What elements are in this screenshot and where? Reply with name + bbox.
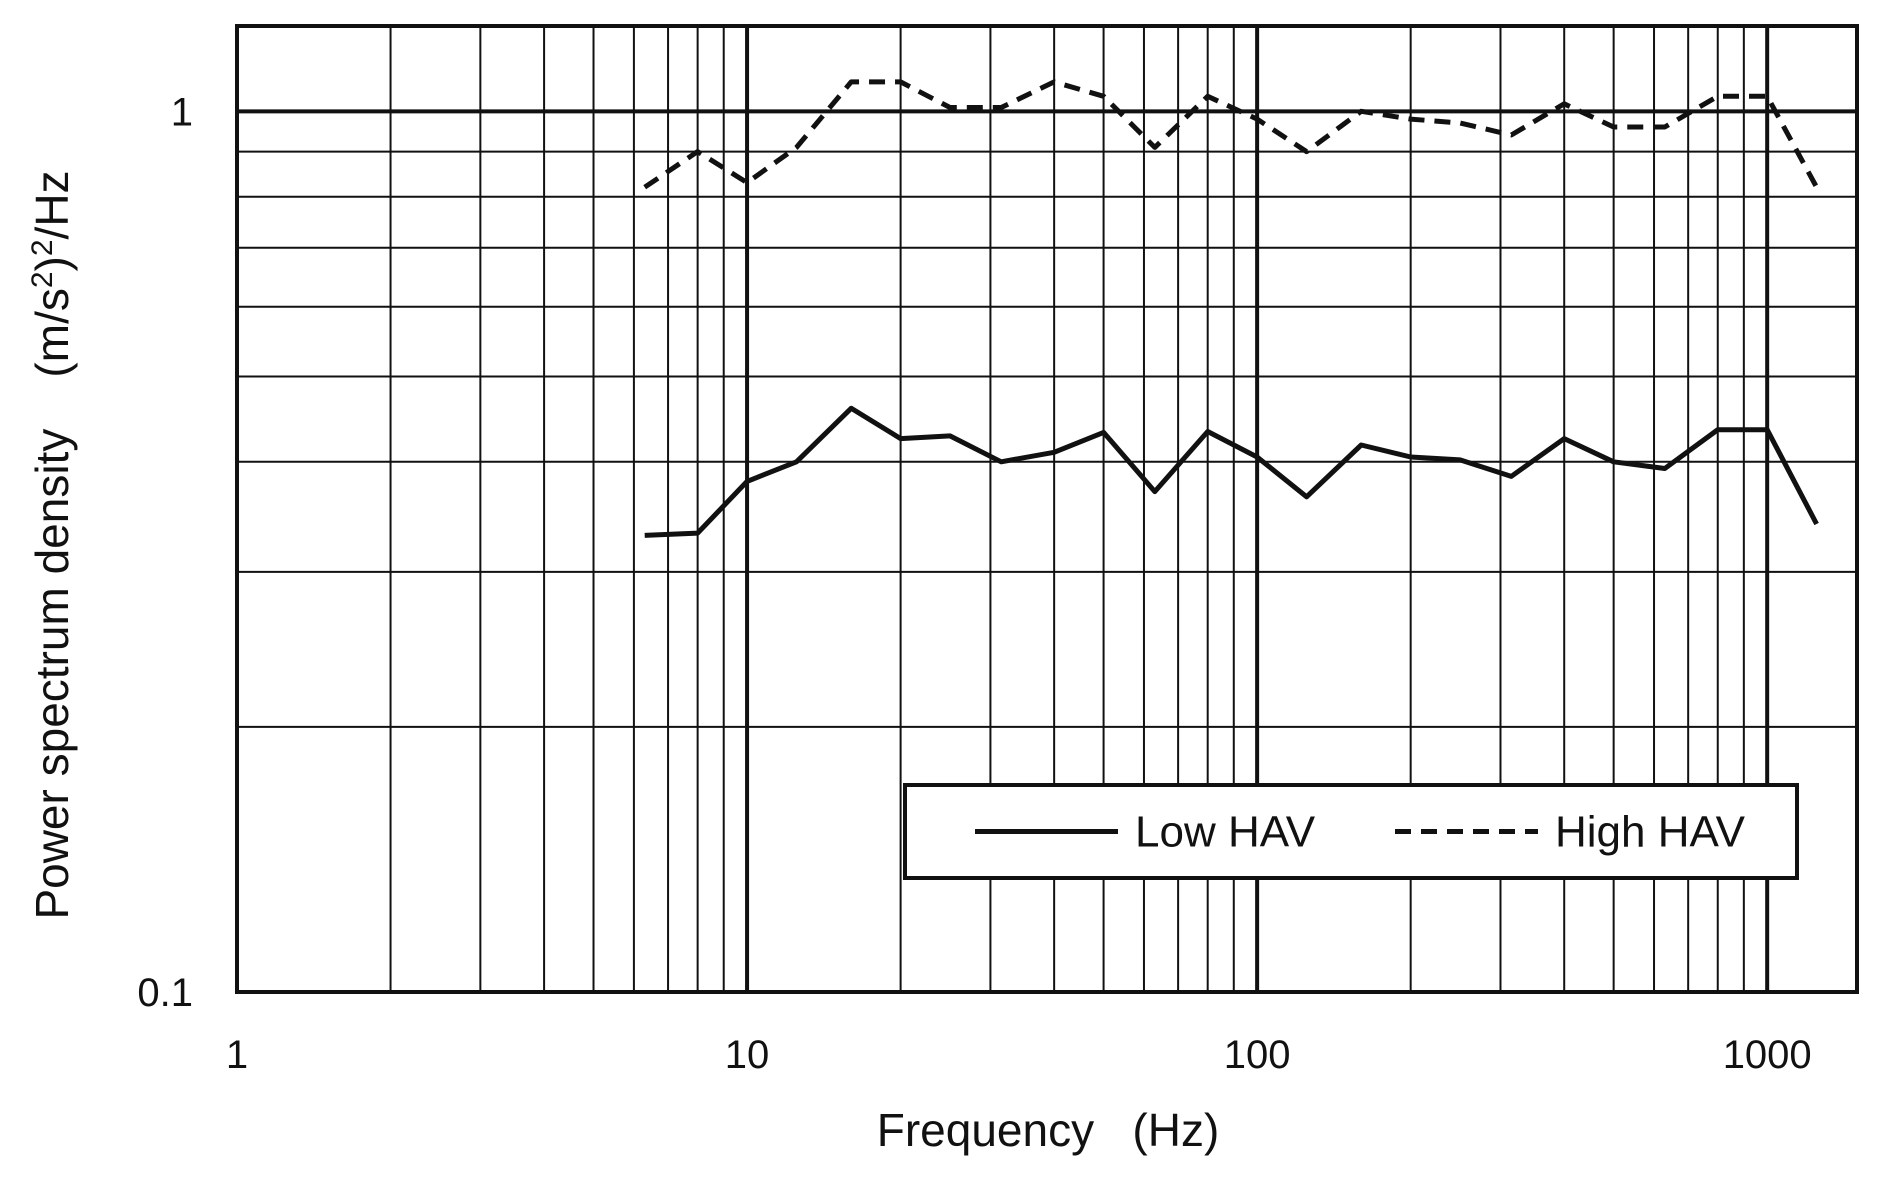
series-line-low-hav [644, 405, 1819, 538]
y-axis-title: Power spectrum density (m/s2)2/Hz [26, 170, 78, 919]
plot-area-border [235, 24, 1859, 994]
legend-label-low-hav: Low HAV [1135, 808, 1316, 857]
x-tick-label: 1 [226, 1033, 248, 1077]
x-tick-label: 1000 [1723, 1033, 1812, 1077]
legend: Low HAV High HAV [903, 783, 1799, 880]
series-line-high-hav [643, 79, 1819, 190]
x-tick-label: 10 [725, 1033, 770, 1077]
tick-label-layer: 1 10 100 1000 0.1 1 [137, 90, 1811, 1077]
y-tick-label: 1 [171, 90, 193, 134]
x-tick-label: 100 [1224, 1033, 1291, 1077]
axis-title-layer: Frequency (Hz) Power spectrum density (m… [26, 170, 1219, 1156]
plot-frame-layer [235, 24, 1859, 994]
series-layer [643, 79, 1819, 538]
y-tick-label: 0.1 [137, 971, 193, 1015]
legend-label-high-hav: High HAV [1555, 808, 1746, 857]
x-axis-title: Frequency (Hz) [877, 1104, 1220, 1156]
